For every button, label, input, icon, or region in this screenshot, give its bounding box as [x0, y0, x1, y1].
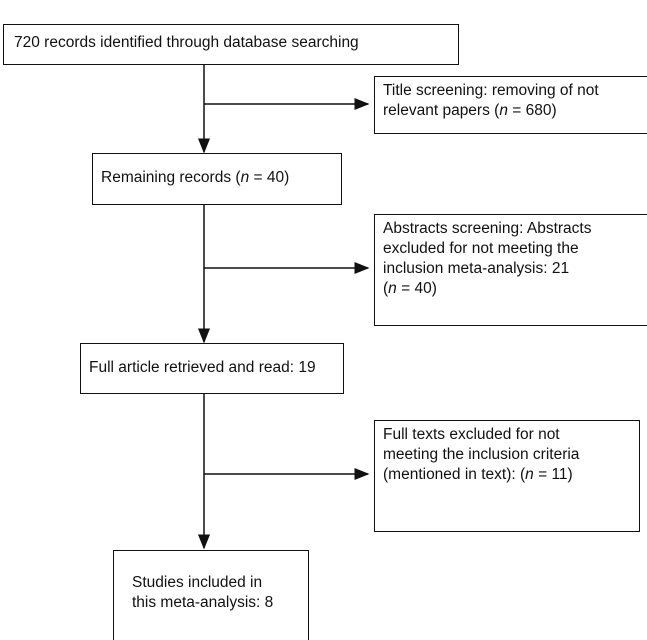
- remaining-records-post: = 40): [249, 169, 290, 186]
- abstract-screening-n-symbol: n: [388, 280, 397, 297]
- studies-included-box: Studies included in this meta-analysis: …: [113, 550, 309, 640]
- abstract-screening-box: Abstracts screening: Abstracts excluded …: [374, 214, 647, 326]
- abstract-screening-line1: Abstracts screening: Abstracts: [383, 220, 592, 237]
- full-texts-excluded-line3-post: = 11): [533, 466, 573, 483]
- abstract-screening-line3: inclusion meta-analysis: 21: [383, 260, 570, 277]
- full-article-text: Full article retrieved and read: 19: [89, 359, 316, 376]
- identified-records-text: 720 records identified through database …: [14, 34, 359, 51]
- title-screening-line2-post: = 680): [507, 102, 557, 119]
- full-texts-excluded-box: Full texts excluded for not meeting the …: [374, 420, 640, 532]
- full-texts-excluded-line1: Full texts excluded for not: [383, 426, 560, 443]
- full-texts-excluded-line3-pre: (mentioned in text): (: [383, 466, 526, 483]
- full-texts-excluded-n-symbol: n: [525, 466, 534, 483]
- title-screening-line2-pre: relevant papers (: [383, 102, 500, 119]
- full-texts-excluded-line2: meeting the inclusion criteria: [383, 446, 580, 463]
- remaining-records-n-symbol: n: [240, 169, 250, 186]
- title-screening-box: Title screening: removing of not relevan…: [374, 76, 647, 134]
- title-screening-line1: Title screening: removing of not: [383, 82, 599, 99]
- abstract-screening-line4-pre: (: [383, 280, 389, 297]
- title-screening-n-symbol: n: [499, 102, 508, 119]
- remaining-records-box: Remaining records (n = 40): [92, 153, 342, 205]
- abstract-screening-line4-post: = 40): [396, 280, 437, 297]
- studies-included-line2: this meta-analysis: 8: [132, 594, 274, 611]
- studies-included-line1: Studies included in: [132, 574, 263, 591]
- identified-records-box: 720 records identified through database …: [3, 24, 459, 65]
- remaining-records-pre: Remaining records (: [101, 169, 241, 186]
- abstract-screening-line2: excluded for not meeting the: [383, 240, 579, 257]
- full-article-box: Full article retrieved and read: 19: [80, 343, 344, 394]
